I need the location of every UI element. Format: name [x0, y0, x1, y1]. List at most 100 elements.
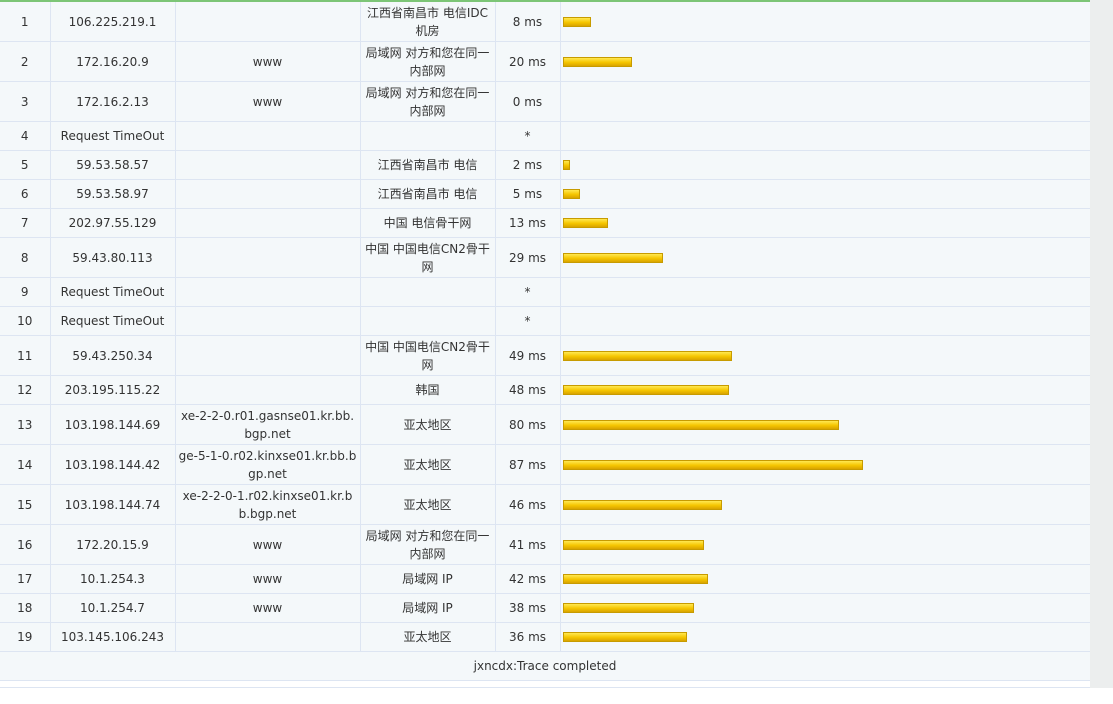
latency-bar-cell [560, 622, 1091, 652]
table-row: 14 103.198.144.42 ge-5-1-0.r02.kinxse01.kr… [0, 444, 1091, 485]
hop-number-cell: 7 [0, 208, 51, 238]
table-row: 5 59.53.58.57 江西省南昌市 电信 2 ms [0, 150, 1091, 180]
latency-bar-cell [560, 593, 1091, 623]
latency-cell: * [495, 277, 561, 307]
latency-bar [562, 539, 704, 550]
table-row: 8 59.43.80.113 中国 中国电信CN2骨干网 29 ms [0, 237, 1091, 278]
hostname-cell [175, 121, 361, 151]
location-cell: 亚太地区 [360, 484, 496, 525]
latency-cell: 46 ms [495, 484, 561, 525]
hop-number-cell: 14 [0, 444, 51, 485]
hop-number-cell: 15 [0, 484, 51, 525]
hostname-cell [175, 208, 361, 238]
hop-number-cell: 17 [0, 564, 51, 594]
latency-bar-cell [560, 564, 1091, 594]
table-row: 7 202.97.55.129 中国 电信骨干网 13 ms [0, 208, 1091, 238]
table-row: 11 59.43.250.34 中国 中国电信CN2骨干网 49 ms [0, 335, 1091, 376]
latency-cell: 29 ms [495, 237, 561, 278]
hop-number-cell: 16 [0, 524, 51, 565]
vertical-scrollbar[interactable] [1090, 0, 1113, 688]
ip-address-cell: 103.198.144.74 [50, 484, 176, 525]
table-row: 3 172.16.2.13 www 局域网 对方和您在同一内部网 0 ms [0, 81, 1091, 122]
latency-cell: 41 ms [495, 524, 561, 565]
table-row: 15 103.198.144.74 xe-2-2-0-1.r02.kinxse01.… [0, 484, 1091, 525]
latency-bar [562, 350, 732, 361]
ip-address-cell: Request TimeOut [50, 277, 176, 307]
ip-address-cell: 10.1.254.7 [50, 593, 176, 623]
latency-cell: 48 ms [495, 375, 561, 405]
hostname-cell: xe-2-2-0.r01.gasnse01.kr.bb.bgp.net [175, 404, 361, 445]
location-cell: 韩国 [360, 375, 496, 405]
hostname-cell: www [175, 564, 361, 594]
ip-address-cell: 202.97.55.129 [50, 208, 176, 238]
latency-bar-cell [560, 179, 1091, 209]
hop-number-cell: 12 [0, 375, 51, 405]
hostname-cell [175, 335, 361, 376]
latency-bar [562, 56, 632, 67]
table-row: 4 Request TimeOut * [0, 121, 1091, 151]
hostname-cell: www [175, 41, 361, 82]
ip-address-cell: 59.43.250.34 [50, 335, 176, 376]
latency-bar [562, 252, 663, 263]
location-cell: 江西省南昌市 电信 [360, 179, 496, 209]
latency-bar-cell [560, 404, 1091, 445]
table-row: 1 106.225.219.1 江西省南昌市 电信IDC机房 8 ms [0, 2, 1091, 42]
table-row: 12 203.195.115.22 韩国 48 ms [0, 375, 1091, 405]
location-cell [360, 277, 496, 307]
location-cell: 亚太地区 [360, 404, 496, 445]
latency-cell: 5 ms [495, 179, 561, 209]
ip-address-cell: 172.16.20.9 [50, 41, 176, 82]
trace-footer-row: jxncdx:Trace completed [0, 651, 1090, 681]
hostname-cell [175, 375, 361, 405]
table-row: 19 103.145.106.243 亚太地区 36 ms [0, 622, 1091, 652]
hop-number-cell: 8 [0, 237, 51, 278]
latency-bar [562, 419, 839, 430]
hop-number-cell: 9 [0, 277, 51, 307]
location-cell: 局域网 IP [360, 593, 496, 623]
hostname-cell: www [175, 81, 361, 122]
ip-address-cell: 59.43.80.113 [50, 237, 176, 278]
latency-cell: 49 ms [495, 335, 561, 376]
latency-bar [562, 16, 591, 27]
latency-bar [562, 459, 863, 470]
location-cell: 亚太地区 [360, 444, 496, 485]
latency-bar-cell [560, 484, 1091, 525]
hop-number-cell: 11 [0, 335, 51, 376]
ip-address-cell: 172.20.15.9 [50, 524, 176, 565]
latency-cell: 20 ms [495, 41, 561, 82]
latency-bar-cell [560, 524, 1091, 565]
location-cell: 局域网 对方和您在同一内部网 [360, 524, 496, 565]
hop-number-cell: 3 [0, 81, 51, 122]
ip-address-cell: 103.145.106.243 [50, 622, 176, 652]
latency-bar [562, 218, 608, 228]
latency-bar-cell [560, 375, 1091, 405]
table-row: 16 172.20.15.9 www 局域网 对方和您在同一内部网 41 ms [0, 524, 1091, 565]
hostname-cell [175, 2, 361, 42]
latency-cell: * [495, 306, 561, 336]
hostname-cell: ge-5-1-0.r02.kinxse01.kr.bb.bgp.net [175, 444, 361, 485]
latency-bar-cell [560, 81, 1091, 122]
footer-divider [0, 687, 1090, 688]
hostname-cell [175, 150, 361, 180]
latency-bar-cell [560, 150, 1091, 180]
latency-bar-cell [560, 277, 1091, 307]
location-cell: 亚太地区 [360, 622, 496, 652]
latency-bar [562, 603, 694, 613]
hostname-cell: www [175, 593, 361, 623]
hop-number-cell: 10 [0, 306, 51, 336]
hop-number-cell: 4 [0, 121, 51, 151]
location-cell: 局域网 IP [360, 564, 496, 594]
ip-address-cell: 103.198.144.42 [50, 444, 176, 485]
table-row: 6 59.53.58.97 江西省南昌市 电信 5 ms [0, 179, 1091, 209]
table-row: 13 103.198.144.69 xe-2-2-0.r01.gasnse01.kr… [0, 404, 1091, 445]
location-cell: 局域网 对方和您在同一内部网 [360, 41, 496, 82]
latency-cell: 0 ms [495, 81, 561, 122]
hostname-cell [175, 306, 361, 336]
trace-table-body: 1 106.225.219.1 江西省南昌市 电信IDC机房 8 ms 2 172.16.… [0, 2, 1091, 652]
ip-address-cell: 106.225.219.1 [50, 2, 176, 42]
top-accent-line [0, 0, 1090, 2]
hop-number-cell: 19 [0, 622, 51, 652]
ip-address-cell: 172.16.2.13 [50, 81, 176, 122]
latency-bar [562, 632, 687, 642]
latency-bar [562, 385, 729, 395]
